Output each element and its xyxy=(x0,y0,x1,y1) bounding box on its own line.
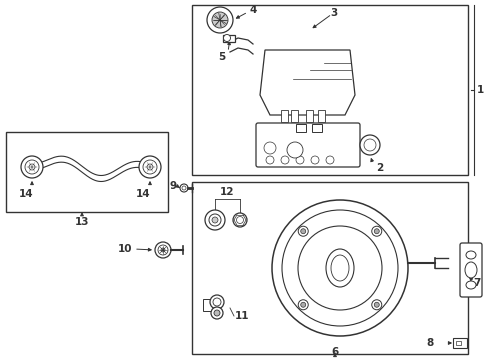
Circle shape xyxy=(264,142,275,154)
Circle shape xyxy=(373,302,379,307)
Text: 2: 2 xyxy=(375,163,383,173)
Circle shape xyxy=(142,160,157,174)
Circle shape xyxy=(208,214,221,226)
Bar xyxy=(6,132,168,212)
Bar xyxy=(455,341,460,345)
Circle shape xyxy=(180,184,187,192)
Bar xyxy=(452,338,466,348)
Text: 13: 13 xyxy=(75,217,89,227)
Circle shape xyxy=(271,200,407,336)
Circle shape xyxy=(210,307,223,319)
Bar xyxy=(192,5,467,175)
Ellipse shape xyxy=(325,249,353,287)
Circle shape xyxy=(297,226,381,310)
Circle shape xyxy=(155,242,171,258)
Circle shape xyxy=(21,156,43,178)
Circle shape xyxy=(232,213,246,227)
Circle shape xyxy=(212,12,227,28)
Text: 14: 14 xyxy=(19,189,33,199)
Circle shape xyxy=(139,156,161,178)
Circle shape xyxy=(371,226,381,236)
Circle shape xyxy=(204,210,224,230)
Text: 11: 11 xyxy=(235,311,249,321)
Circle shape xyxy=(29,164,35,170)
Circle shape xyxy=(325,156,333,164)
Bar xyxy=(192,182,467,354)
Circle shape xyxy=(298,300,307,310)
Ellipse shape xyxy=(465,281,475,289)
Bar xyxy=(281,110,287,122)
Circle shape xyxy=(281,156,288,164)
Ellipse shape xyxy=(330,255,348,281)
Bar xyxy=(290,110,297,122)
Ellipse shape xyxy=(464,262,476,278)
Circle shape xyxy=(373,229,379,234)
Circle shape xyxy=(161,248,164,252)
FancyBboxPatch shape xyxy=(256,123,359,167)
Text: 10: 10 xyxy=(117,244,132,254)
Circle shape xyxy=(213,298,221,306)
Text: 12: 12 xyxy=(219,187,234,197)
Text: 3: 3 xyxy=(329,8,337,18)
Circle shape xyxy=(206,7,232,33)
Ellipse shape xyxy=(465,251,475,259)
Text: 14: 14 xyxy=(135,189,150,199)
Polygon shape xyxy=(260,50,354,115)
Circle shape xyxy=(212,217,218,223)
Circle shape xyxy=(25,160,39,174)
Circle shape xyxy=(371,300,381,310)
Circle shape xyxy=(363,139,375,151)
Circle shape xyxy=(147,164,153,170)
Circle shape xyxy=(300,229,305,234)
FancyBboxPatch shape xyxy=(459,243,481,297)
Circle shape xyxy=(182,186,185,190)
Circle shape xyxy=(286,142,303,158)
Circle shape xyxy=(209,295,224,309)
Circle shape xyxy=(265,156,273,164)
Circle shape xyxy=(223,35,230,41)
Text: 4: 4 xyxy=(248,5,256,15)
Bar xyxy=(311,124,321,132)
Text: 1: 1 xyxy=(476,85,483,95)
Circle shape xyxy=(310,156,318,164)
Bar xyxy=(317,110,325,122)
Text: 8: 8 xyxy=(426,338,433,348)
Circle shape xyxy=(298,226,307,236)
Circle shape xyxy=(300,302,305,307)
Text: 9: 9 xyxy=(169,181,177,191)
Circle shape xyxy=(359,135,379,155)
Bar xyxy=(305,110,312,122)
Bar xyxy=(203,299,213,311)
Bar xyxy=(295,124,305,132)
Circle shape xyxy=(158,245,168,255)
Text: 7: 7 xyxy=(472,278,479,288)
Text: 6: 6 xyxy=(331,347,338,357)
Circle shape xyxy=(236,216,243,224)
Text: 5: 5 xyxy=(218,52,225,62)
Bar xyxy=(223,35,235,42)
Circle shape xyxy=(295,156,304,164)
Circle shape xyxy=(214,310,220,316)
Circle shape xyxy=(282,210,397,326)
